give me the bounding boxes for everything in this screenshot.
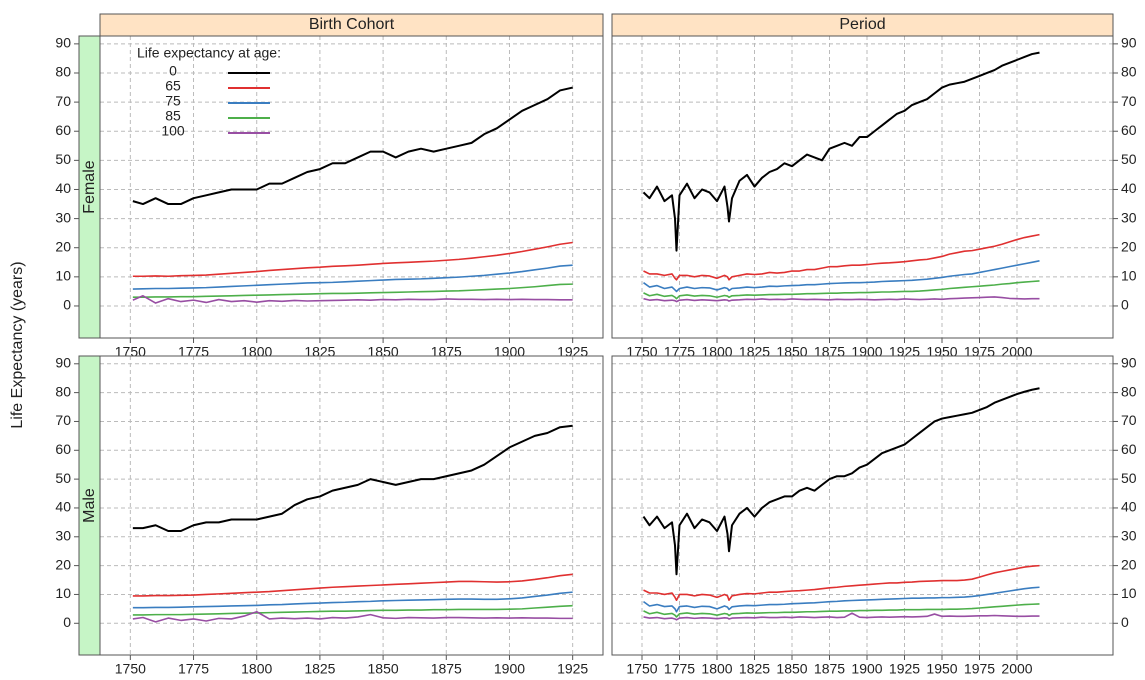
series-line (643, 586, 1040, 613)
row-strip-label: Male (81, 488, 98, 523)
y-tick-label: 60 (1121, 122, 1137, 138)
legend-label: 85 (165, 108, 181, 124)
x-tick-label: 1950 (926, 661, 957, 677)
series-line (132, 591, 573, 609)
x-tick-label: 1900 (851, 661, 882, 677)
y-tick-label: 80 (1121, 383, 1137, 399)
column-strip-label: Birth Cohort (309, 16, 395, 33)
y-tick-label: 0 (1121, 614, 1129, 630)
x-tick-label: 1925 (557, 661, 588, 677)
series-line (643, 296, 1040, 303)
y-tick-label: 80 (1121, 64, 1137, 80)
x-tick-label: 1825 (739, 661, 770, 677)
x-tick-label: 1925 (889, 661, 920, 677)
y-tick-label: 70 (55, 412, 71, 428)
series-line (132, 424, 573, 533)
x-tick-label: 1800 (701, 661, 732, 677)
x-tick-label: 1875 (814, 661, 845, 677)
series-line (643, 612, 1040, 621)
y-tick-label: 70 (1121, 412, 1137, 428)
y-tick-label: 0 (63, 614, 71, 630)
x-tick-label: 1850 (776, 661, 807, 677)
panel-border (99, 355, 604, 656)
y-tick-label: 90 (1121, 35, 1137, 51)
y-tick-label: 50 (1121, 470, 1137, 486)
y-tick-label: 10 (55, 585, 71, 601)
y-tick-label: 10 (1121, 268, 1137, 284)
series-line (643, 260, 1040, 293)
y-tick-label: 10 (1121, 585, 1137, 601)
legend-label: 100 (161, 123, 185, 139)
x-tick-label: 1850 (368, 661, 399, 677)
x-tick-label: 1975 (964, 661, 995, 677)
series-line (642, 387, 1040, 576)
x-tick-label: 2000 (1001, 661, 1032, 677)
y-tick-label: 30 (55, 527, 71, 543)
y-tick-label: 0 (1121, 297, 1129, 313)
series-line (642, 51, 1040, 252)
x-tick-label: 1775 (178, 661, 209, 677)
y-tick-label: 90 (55, 354, 71, 370)
y-tick-label: 90 (1121, 354, 1137, 370)
y-tick-label: 30 (1121, 527, 1137, 543)
y-tick-label: 60 (1121, 441, 1137, 457)
y-tick-label: 20 (55, 238, 71, 254)
x-tick-label: 1800 (241, 661, 272, 677)
y-tick-label: 30 (55, 209, 71, 225)
panel-border (611, 355, 1114, 656)
y-tick-label: 60 (55, 122, 71, 138)
y-tick-label: 50 (1121, 151, 1137, 167)
x-tick-label: 1825 (304, 661, 335, 677)
y-tick-label: 60 (55, 441, 71, 457)
y-tick-label: 20 (1121, 556, 1137, 572)
y-tick-label: 40 (55, 499, 71, 515)
x-tick-label: 1900 (494, 661, 525, 677)
y-tick-label: 50 (55, 151, 71, 167)
y-tick-label: 10 (55, 268, 71, 284)
y-tick-label: 90 (55, 35, 71, 51)
y-tick-label: 70 (1121, 93, 1137, 109)
y-tick-label: 20 (1121, 238, 1137, 254)
x-tick-label: 1750 (115, 661, 146, 677)
series-line (132, 264, 573, 290)
x-tick-label: 1775 (664, 661, 695, 677)
series-line (132, 573, 573, 597)
y-tick-label: 80 (55, 64, 71, 80)
y-tick-label: 20 (55, 556, 71, 572)
y-tick-label: 30 (1121, 209, 1137, 225)
row-strip-label: Female (81, 160, 98, 213)
legend-label: 75 (165, 93, 181, 109)
column-strip-label: Period (839, 16, 885, 33)
y-tick-label: 80 (55, 383, 71, 399)
y-axis-label: Life Expectancy (years) (9, 261, 26, 428)
series-line (132, 294, 573, 304)
panel-border (611, 35, 1114, 339)
y-tick-label: 40 (1121, 180, 1137, 196)
x-tick-label: 1875 (431, 661, 462, 677)
legend-label: 65 (165, 78, 181, 94)
legend-label: 0 (169, 63, 177, 79)
series-line (132, 604, 573, 616)
x-tick-label: 1750 (626, 661, 657, 677)
panel-border (99, 35, 604, 339)
y-tick-label: 50 (55, 470, 71, 486)
series-line (132, 283, 573, 299)
series-line (132, 241, 573, 278)
y-tick-label: 40 (55, 180, 71, 196)
series-line (643, 564, 1040, 602)
series-line (132, 86, 573, 206)
series-line (643, 603, 1040, 618)
series-line (643, 233, 1040, 281)
legend-title: Life expectancy at age: (137, 45, 281, 61)
y-tick-label: 70 (55, 93, 71, 109)
y-tick-label: 0 (63, 297, 71, 313)
series-line (132, 610, 573, 623)
y-tick-label: 40 (1121, 499, 1137, 515)
series-line (643, 280, 1040, 300)
